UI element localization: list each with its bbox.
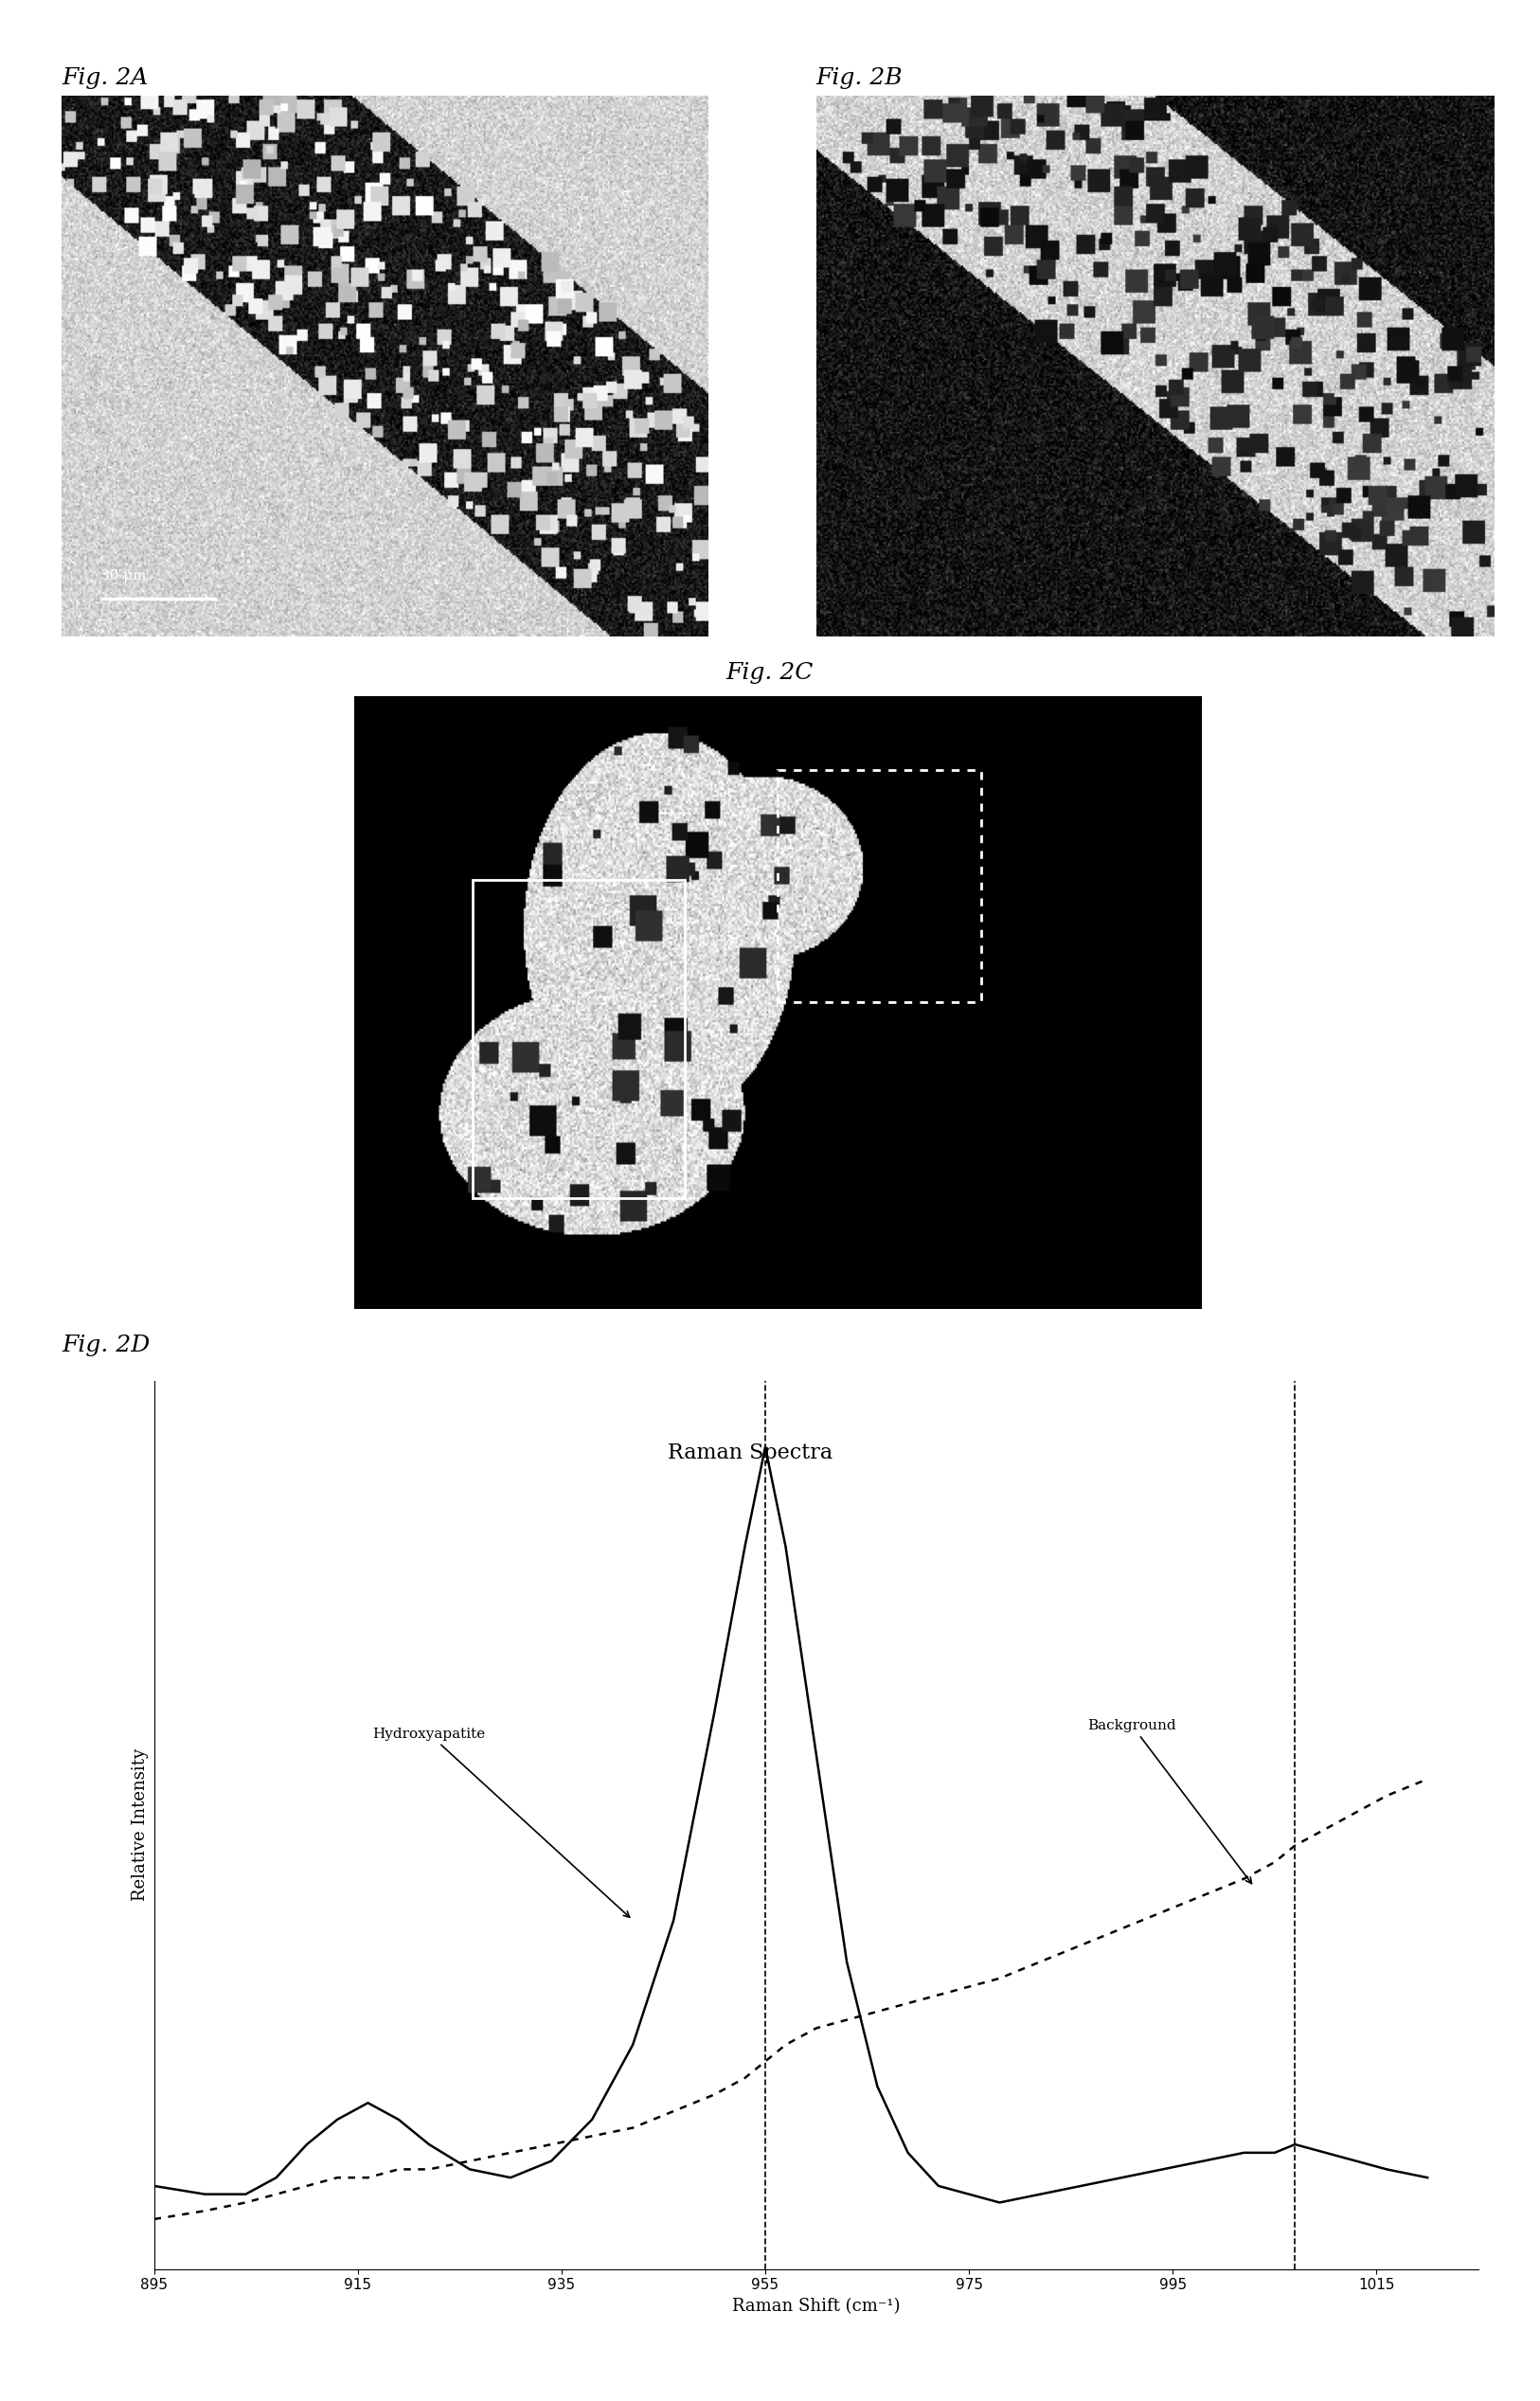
Bar bbox=[473, 879, 685, 1198]
Text: Raman Spectra: Raman Spectra bbox=[667, 1443, 833, 1465]
Text: Fig. 2B: Fig. 2B bbox=[816, 67, 902, 89]
Text: Hydroxyapatite: Hydroxyapatite bbox=[373, 1726, 630, 1918]
Text: Fig. 2D: Fig. 2D bbox=[62, 1335, 149, 1357]
Y-axis label: Relative Intensity: Relative Intensity bbox=[132, 1748, 149, 1902]
Text: Background: Background bbox=[1087, 1719, 1252, 1882]
Bar bbox=[778, 771, 981, 1004]
X-axis label: Raman Shift (cm⁻¹): Raman Shift (cm⁻¹) bbox=[732, 2298, 901, 2315]
Text: Fig. 2A: Fig. 2A bbox=[62, 67, 148, 89]
Text: Fig. 2C: Fig. 2C bbox=[727, 663, 813, 684]
Text: 30 μm: 30 μm bbox=[100, 569, 146, 583]
